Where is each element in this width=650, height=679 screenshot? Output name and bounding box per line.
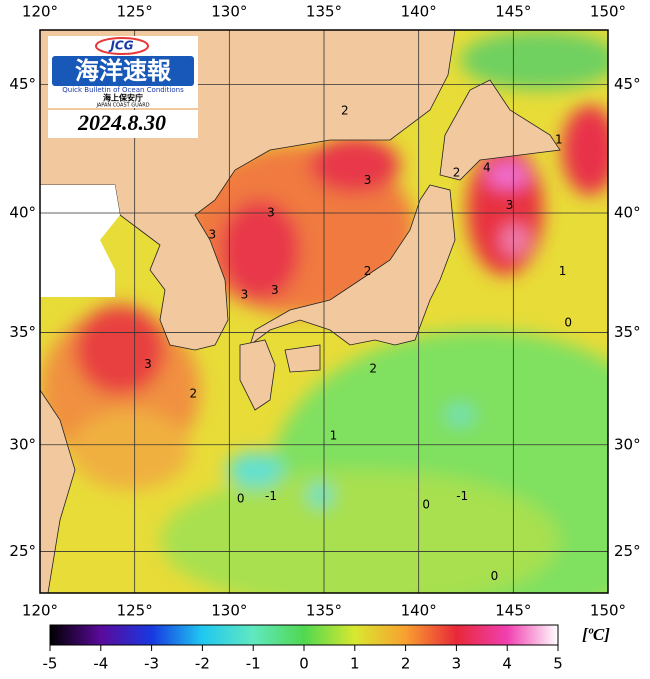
- colorbar-tick-label: -3: [144, 655, 159, 673]
- date: 2024.8.30: [77, 110, 166, 135]
- date-box: [48, 110, 198, 138]
- map-frame: [39, 29, 609, 594]
- lat-tick-label: 25°: [9, 542, 36, 560]
- contour-label: 2: [369, 362, 377, 376]
- colorbar: [49, 624, 559, 646]
- colorbar-tick-label: 3: [452, 655, 462, 673]
- contour-label: 0: [237, 491, 245, 505]
- contour-label: 1: [330, 429, 338, 443]
- colorbar-tick-label: 1: [350, 655, 360, 673]
- logo-badge: JCG: [108, 39, 133, 53]
- contour-label: 2: [341, 104, 349, 118]
- contour-label: 2: [190, 386, 198, 400]
- logo: JCG 海洋速報 Quick Bulletin of Ocean Conditi…: [48, 36, 198, 138]
- logo-title: 海洋速報: [75, 57, 172, 85]
- lon-tick-label: 130°: [211, 3, 247, 21]
- lon-tick-label: 150°: [590, 3, 626, 21]
- contour-label: 2: [364, 264, 372, 278]
- lon-tick-label: 125°: [117, 602, 153, 620]
- contour-label: 4: [483, 160, 491, 174]
- lon-tick-label: 140°: [401, 3, 437, 21]
- colorbar-tick-label: -4: [93, 655, 108, 673]
- contour-label: 3: [267, 206, 275, 220]
- colorbar-tick-label: -1: [246, 655, 261, 673]
- lat-tick-label: 40°: [9, 204, 36, 222]
- lon-tick-label: 130°: [211, 602, 247, 620]
- contour-label: 3: [271, 283, 279, 297]
- lon-tick-label: 120°: [22, 3, 58, 21]
- lon-tick-label: 145°: [495, 3, 531, 21]
- colorbar-tick-label: 2: [401, 655, 411, 673]
- logo-agency-en: JAPAN COAST GUARD: [95, 103, 149, 109]
- colorbar-tick-label: -2: [195, 655, 210, 673]
- logo-subtitle: Quick Bulletin of Ocean Conditions: [62, 86, 184, 94]
- contour-label: 3: [506, 198, 514, 212]
- colorbar-tick-label: 4: [502, 655, 512, 673]
- colorbar-tick-label: 5: [553, 655, 563, 673]
- colorbar-tick-label: 0: [299, 655, 309, 673]
- contour-label: -1: [456, 489, 468, 503]
- lon-tick-label: 125°: [117, 3, 153, 21]
- lat-tick-label: 45°: [614, 75, 641, 93]
- lat-tick-label: 35°: [614, 323, 641, 341]
- logo-agency: 海上保安庁: [103, 93, 143, 103]
- contour-label: 3: [208, 228, 216, 242]
- lon-tick-label: 145°: [495, 602, 531, 620]
- contour-label: 3: [144, 357, 152, 371]
- lon-tick-label: 120°: [22, 602, 58, 620]
- colorbar-tick-label: -5: [43, 655, 58, 673]
- lat-tick-label: 25°: [614, 542, 641, 560]
- contour-label: 1: [559, 264, 567, 278]
- contour-label: 0: [422, 498, 430, 512]
- lon-tick-label: 135°: [306, 602, 342, 620]
- lon-tick-label: 140°: [401, 602, 437, 620]
- lat-tick-label: 45°: [9, 75, 36, 93]
- lat-tick-label: 30°: [9, 435, 36, 453]
- lat-tick-label: 30°: [614, 435, 641, 453]
- lat-tick-label: 40°: [614, 204, 641, 222]
- logo-banner: [52, 56, 194, 86]
- contour-label: 0: [564, 316, 572, 330]
- colorbar-unit: [ºC]: [582, 625, 610, 644]
- lon-tick-label: 135°: [306, 3, 342, 21]
- contour-label: 1: [555, 132, 563, 146]
- contour-label: 0: [491, 569, 499, 583]
- contour-label: 3: [241, 288, 249, 302]
- contour-label: 3: [364, 173, 372, 187]
- contour-label: -1: [265, 489, 277, 503]
- lat-tick-label: 35°: [9, 323, 36, 341]
- logo-ring: [95, 37, 149, 55]
- contour-label: 2: [453, 166, 461, 180]
- lon-tick-label: 150°: [590, 602, 626, 620]
